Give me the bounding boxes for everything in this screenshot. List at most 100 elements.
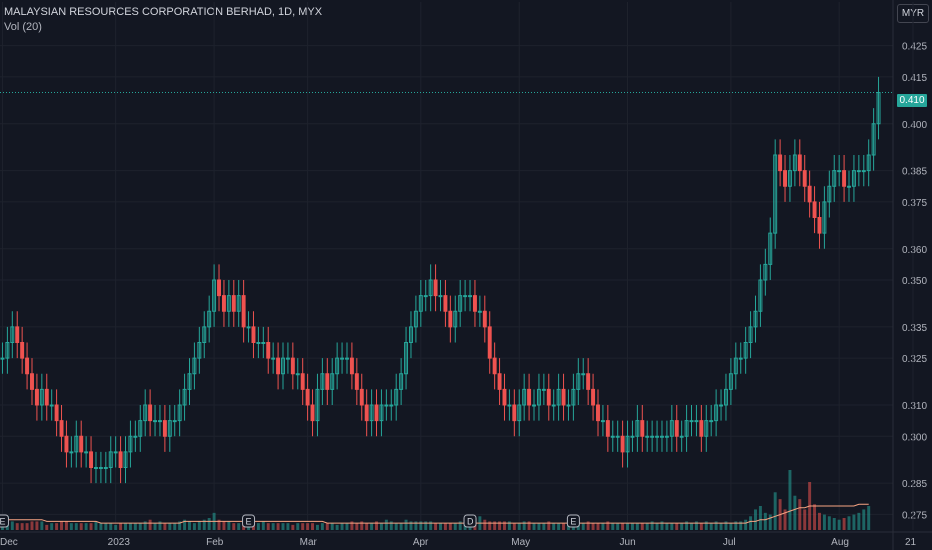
- volume-bar: [315, 524, 319, 530]
- volume-bar: [621, 523, 625, 530]
- candle-body: [581, 373, 586, 376]
- candle-body: [74, 435, 79, 453]
- candle-body: [187, 373, 192, 390]
- volume-bar: [744, 519, 748, 530]
- volume-bar: [389, 521, 393, 530]
- volume-bar: [542, 523, 546, 530]
- candle-body: [477, 310, 482, 313]
- volume-bar: [335, 524, 339, 530]
- volume-bar: [153, 523, 157, 530]
- last-price-tag: 0.410: [897, 94, 927, 107]
- candle-body: [866, 154, 871, 172]
- volume-bar: [537, 523, 541, 530]
- candle-body: [532, 404, 536, 407]
- candle-body: [349, 357, 354, 375]
- candle-body: [394, 388, 399, 406]
- candle-body: [512, 404, 517, 422]
- volume-bar: [256, 523, 260, 530]
- volume-bar: [818, 512, 821, 530]
- candle-body: [812, 201, 817, 218]
- candle-body: [408, 326, 413, 343]
- volume-bar: [694, 521, 698, 530]
- volume-bar: [50, 523, 54, 530]
- volume-bar: [788, 470, 792, 530]
- candle-body: [655, 435, 660, 438]
- volume-bar: [124, 523, 127, 530]
- candle-body: [212, 279, 217, 312]
- volume-bar: [522, 521, 526, 530]
- volume-bar: [857, 512, 861, 530]
- candle-body: [689, 420, 694, 423]
- candle-body: [418, 295, 423, 312]
- volume-bar: [114, 524, 118, 530]
- volume-bar: [439, 523, 442, 530]
- volume-bar: [178, 521, 182, 530]
- volume-bar: [832, 518, 836, 530]
- candle-body: [728, 373, 733, 390]
- volume-bar: [754, 509, 757, 530]
- volume-bar: [630, 523, 634, 530]
- candle-body: [123, 451, 128, 468]
- volume-bar: [291, 524, 295, 530]
- volume-bar: [690, 523, 693, 530]
- candle-body: [384, 404, 389, 407]
- candle-body: [487, 326, 492, 359]
- volume-bar: [45, 524, 49, 530]
- volume-bar: [89, 523, 93, 530]
- candle-body: [758, 279, 763, 312]
- candle-body: [271, 357, 276, 360]
- candle-body: [566, 404, 571, 407]
- candle-body: [192, 357, 197, 375]
- candle-body: [25, 357, 30, 375]
- volume-bar: [616, 523, 620, 530]
- candle-body: [827, 185, 832, 203]
- volume-bar: [626, 523, 630, 530]
- candle-body: [359, 388, 364, 406]
- volume-bar: [281, 523, 285, 530]
- candle-body: [733, 357, 738, 375]
- volume-bar: [370, 523, 374, 530]
- x-tick-label: Jun: [620, 537, 636, 548]
- candle-body: [310, 404, 315, 422]
- volume-bar: [84, 523, 88, 530]
- volume-bar: [532, 523, 536, 530]
- x-tick-label: Aug: [831, 537, 849, 548]
- volume-bar: [724, 521, 728, 530]
- candle-body: [492, 357, 497, 375]
- volume-bar: [685, 521, 689, 530]
- candle-body: [276, 357, 281, 375]
- candle-body: [354, 373, 359, 390]
- y-tick-label: 0.275: [902, 510, 927, 521]
- candle-body: [433, 279, 438, 297]
- volume-bar: [104, 523, 108, 530]
- candle-body: [315, 388, 320, 422]
- candle-body: [871, 123, 876, 156]
- volume-bar: [261, 521, 265, 530]
- volume-bar: [645, 523, 649, 530]
- y-tick-label: 0.400: [902, 120, 927, 131]
- candle-body: [743, 342, 748, 359]
- volume-bar: [69, 523, 73, 530]
- candle-body: [802, 170, 807, 187]
- volume-bar: [15, 523, 19, 530]
- candle-body: [748, 326, 753, 343]
- volume-indicator-label[interactable]: Vol (20): [4, 21, 42, 33]
- candle-body: [118, 451, 123, 468]
- candle-body: [413, 310, 418, 328]
- volume-bar: [611, 523, 615, 530]
- volume-bar: [862, 509, 866, 530]
- candle-body: [861, 170, 866, 173]
- candle-body: [399, 373, 404, 390]
- candle-body: [832, 170, 837, 187]
- volume-bar: [394, 523, 398, 530]
- candle-body: [527, 388, 532, 406]
- candle-body: [162, 420, 167, 437]
- volume-bar: [591, 523, 595, 530]
- candle-body: [497, 373, 502, 390]
- candle-body: [93, 467, 98, 469]
- candle-body: [290, 357, 295, 375]
- candle-body: [423, 295, 428, 298]
- candle-body: [640, 420, 645, 437]
- volume-bar: [271, 523, 275, 530]
